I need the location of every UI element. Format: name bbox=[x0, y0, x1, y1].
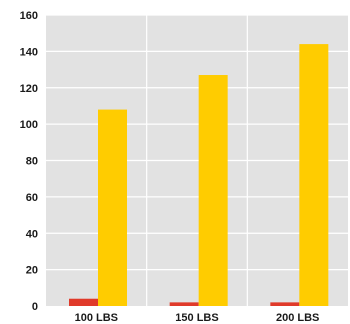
y-tick-label: 140 bbox=[20, 46, 38, 58]
bars bbox=[69, 44, 329, 306]
bar-series-2-200-lbs bbox=[299, 44, 329, 306]
y-tick-label: 100 bbox=[20, 119, 38, 131]
y-tick-label: 160 bbox=[20, 10, 38, 22]
x-category-label: 200 LBS bbox=[276, 312, 319, 324]
bar-series-2-100-lbs bbox=[98, 109, 127, 306]
gridlines bbox=[46, 14, 348, 306]
x-category-label: 100 LBS bbox=[75, 312, 118, 324]
x-axis-labels: 100 LBS 150 LBS 200 LBS bbox=[75, 312, 320, 324]
x-category-label: 150 LBS bbox=[175, 312, 218, 324]
bar-series-1-200-lbs bbox=[270, 302, 300, 306]
y-tick-label: 120 bbox=[20, 83, 38, 95]
y-axis-ticks: 0 20 40 60 80 100 120 140 160 bbox=[20, 10, 38, 313]
y-tick-label: 40 bbox=[26, 228, 38, 240]
bar-series-1-100-lbs bbox=[69, 298, 98, 306]
y-tick-label: 20 bbox=[26, 265, 38, 277]
y-tick-label: 60 bbox=[26, 192, 38, 204]
y-tick-label: 80 bbox=[26, 156, 38, 168]
bar-series-2-150-lbs bbox=[198, 75, 228, 306]
y-tick-label: 0 bbox=[32, 301, 38, 313]
bar-series-1-150-lbs bbox=[169, 302, 199, 306]
